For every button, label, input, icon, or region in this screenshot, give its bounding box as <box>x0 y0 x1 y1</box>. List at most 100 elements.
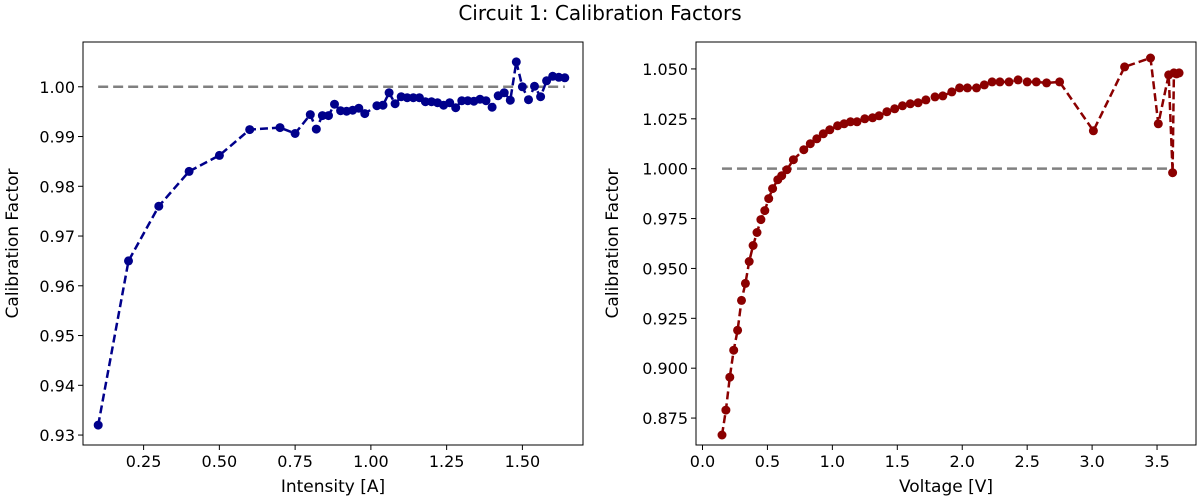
y-tick-label: 0.97 <box>39 227 75 246</box>
data-point <box>445 98 455 108</box>
y-tick-label: 0.875 <box>642 409 688 428</box>
data-point <box>962 83 972 93</box>
y-tick-label: 0.98 <box>39 177 75 196</box>
x-tick-label: 3.0 <box>1079 452 1104 471</box>
data-point <box>330 99 339 109</box>
data-point <box>390 99 400 109</box>
data-point <box>1174 68 1184 78</box>
data-point <box>1031 77 1041 87</box>
data-point <box>852 117 862 127</box>
data-point <box>154 201 164 211</box>
data-point <box>938 91 948 101</box>
x-tick-label: 0.25 <box>126 452 162 471</box>
data-point <box>305 110 315 120</box>
y-tick-label: 1.000 <box>642 160 688 179</box>
y-tick-label: 1.025 <box>642 110 688 129</box>
data-point <box>560 73 570 83</box>
data-point <box>1153 119 1163 129</box>
data-point <box>860 114 870 124</box>
data-point <box>1013 75 1023 85</box>
y-tick-label: 1.050 <box>642 60 688 79</box>
data-point <box>290 129 300 138</box>
x-tick-label: 1.25 <box>429 452 465 471</box>
x-tick-label: 0.50 <box>202 452 238 471</box>
data-point <box>782 165 792 175</box>
intensity-calibration-chart: 0.25 0.50 0.75 1.00 1.25 1.50 0.930.940.950.9… <box>3 41 584 497</box>
data-point <box>768 184 778 194</box>
x-tick-label: 1.5 <box>885 452 910 471</box>
data-point <box>979 80 989 90</box>
plot-frame <box>82 41 584 446</box>
y-tick-label: 0.950 <box>642 259 688 278</box>
y-tick-label: 0.975 <box>642 210 688 229</box>
data-point <box>505 95 515 105</box>
data-point <box>756 215 766 225</box>
data-point <box>874 111 884 121</box>
data-point <box>825 125 835 135</box>
data-point <box>764 194 774 204</box>
data-point <box>890 104 900 114</box>
data-point <box>378 100 388 110</box>
data-point <box>354 103 364 113</box>
x-tick-label: 2.5 <box>1014 452 1039 471</box>
data-point <box>913 98 923 108</box>
x-tick-label: 2.0 <box>950 452 975 471</box>
data-point <box>717 430 727 440</box>
data-point <box>524 95 533 105</box>
data-point <box>777 171 787 181</box>
data-point <box>752 228 762 237</box>
x-axis: 0.0 0.5 1.0 1.5 2.0 2.5 3.0 3.5 <box>690 445 1170 471</box>
y-tick-label: 0.93 <box>39 426 75 445</box>
y-tick-label: 0.96 <box>39 277 75 296</box>
data-point <box>511 57 521 67</box>
data-point <box>905 99 915 109</box>
data-point <box>487 102 497 112</box>
x-tick-label: 1.00 <box>353 452 389 471</box>
data-point <box>1168 168 1178 178</box>
data-point <box>311 124 321 134</box>
data-point <box>1088 126 1098 136</box>
x-axis: 0.25 0.50 0.75 1.00 1.25 1.50 <box>126 445 540 471</box>
data-point <box>972 83 981 93</box>
data-point <box>536 92 546 102</box>
data-point <box>805 139 815 149</box>
data-point <box>995 77 1005 87</box>
voltage-calibration-chart: 0.0 0.5 1.0 1.5 2.0 2.5 3.0 3.5 0.875 0.900 0.925… <box>603 41 1197 497</box>
data-point <box>93 420 103 430</box>
data-point <box>921 95 931 105</box>
data-point <box>955 83 965 93</box>
data-point <box>733 325 743 335</box>
data-point <box>882 107 892 117</box>
series-layer <box>93 57 570 430</box>
data-point <box>517 82 527 92</box>
data-point <box>1042 78 1052 88</box>
data-point <box>725 372 735 382</box>
x-tick-label: 1.50 <box>505 452 541 471</box>
y-tick-label: 0.900 <box>642 359 688 378</box>
data-point <box>245 125 255 135</box>
data-point <box>788 155 798 165</box>
plot-frame <box>695 41 1197 446</box>
y-axis-label: Calibration Factor <box>603 169 623 319</box>
data-point <box>360 109 370 119</box>
data-point <box>451 103 461 113</box>
data-point <box>530 81 539 91</box>
data-point <box>740 278 750 288</box>
figure-title: Circuit 1: Calibration Factors <box>458 1 741 25</box>
y-tick-label: 0.925 <box>642 309 688 328</box>
y-axis: 0.93 0.94 0.95 0.96 0.97 0.98 0.99 1.00 <box>39 78 83 445</box>
x-axis-label: Intensity [A] <box>281 477 385 497</box>
x-tick-label: 1.0 <box>820 452 845 471</box>
data-point <box>124 256 133 266</box>
data-point <box>729 345 739 355</box>
data-point <box>846 117 855 127</box>
data-point <box>760 206 770 216</box>
x-axis-label: Voltage [V] <box>899 477 993 497</box>
x-tick-label: 0.75 <box>277 452 313 471</box>
data-point <box>898 101 907 111</box>
data-point <box>384 88 394 98</box>
data-point <box>1146 53 1155 63</box>
x-tick-label: 0.5 <box>755 452 780 471</box>
data-point <box>214 150 224 160</box>
